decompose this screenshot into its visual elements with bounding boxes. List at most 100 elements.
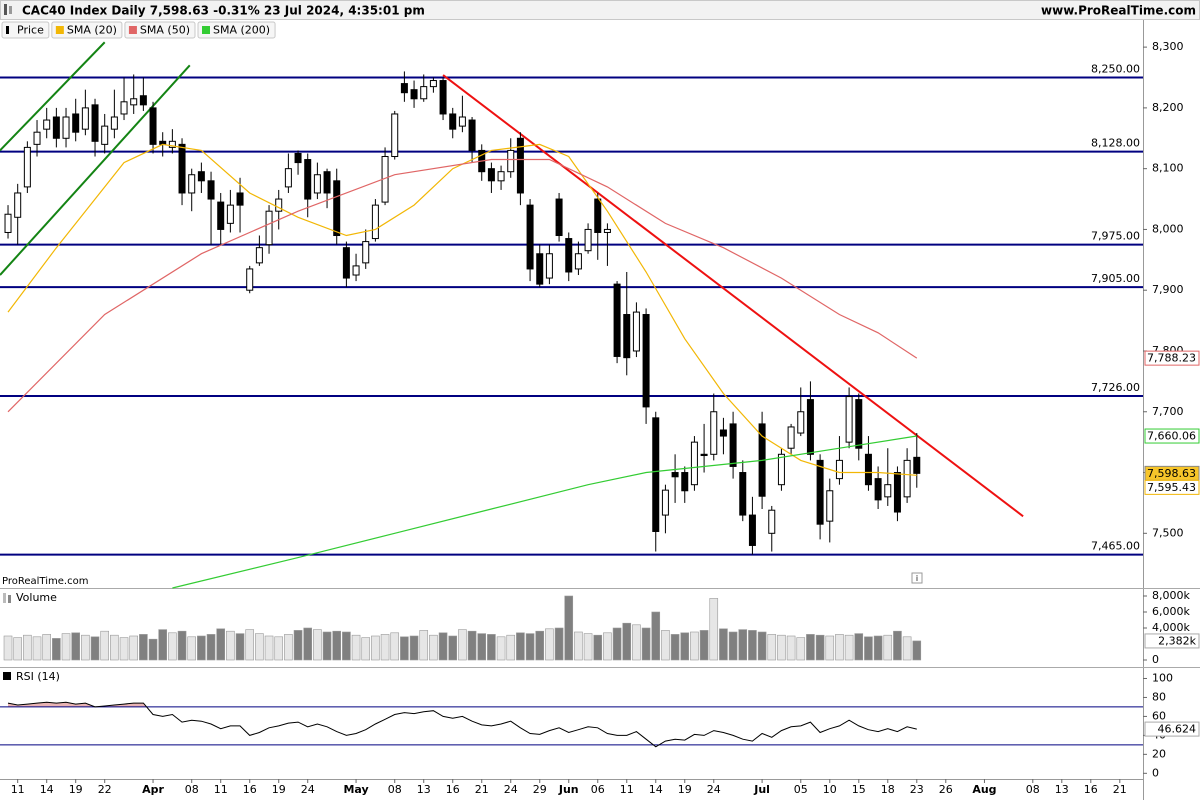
x-tick-label: 29 [533,783,547,796]
moving-average-line [7,143,917,476]
volume-bar [284,634,293,661]
candle-body [642,314,650,408]
level-label: 7,465.00 [1091,540,1140,553]
volume-bar [409,635,419,661]
candle-body [149,107,157,145]
x-tick-label: 13 [417,783,431,796]
panel-title: RSI (14) [16,670,60,683]
y-tick-label: 4,000k [1152,621,1190,634]
y-tick-label: 7,700 [1152,405,1184,418]
candle-body [449,113,457,130]
volume-bar [342,631,351,661]
volume-bar [777,634,786,661]
volume-bar [496,636,506,661]
volume-bar [226,630,235,661]
x-tick-label: 24 [504,783,518,796]
volume-bar [255,633,264,661]
volume-bar [699,630,709,661]
volume-bar [893,630,902,661]
candle-body [284,168,292,188]
candle-body [294,152,302,164]
candle-body [565,238,573,273]
volume-bar [458,629,467,661]
volume-bar [854,633,864,661]
legend-item: SMA (20) [51,21,123,39]
y-tick-label: 60 [1152,709,1166,722]
candle-body [584,228,592,252]
x-tick-label: Jun [558,783,579,796]
volume-bar [390,632,400,661]
x-tick-label: 16 [243,783,257,796]
legend-box [51,21,123,39]
candle-body [178,143,186,194]
candle-body [110,116,118,130]
value-tag-label: 2,382k [1158,634,1196,647]
candle-body [826,490,834,522]
level-label: 7,905.00 [1091,272,1140,285]
x-tick-label: 08 [1026,783,1040,796]
x-tick-label: 08 [388,783,402,796]
candle-body [226,204,234,224]
candle-body [130,98,138,106]
candle-body [661,489,669,516]
volume-bar [419,630,429,661]
y-tick-label: 20 [1152,747,1166,760]
level-label: 7,975.00 [1091,230,1140,243]
y-tick-label: 8,000 [1152,222,1184,235]
candle-body [681,472,689,492]
legend-label: SMA (20) [67,24,117,37]
candle-body [497,171,505,182]
volume-bar [245,629,255,661]
candle-body [246,268,254,291]
volume-bar [110,634,119,661]
volume-bar [322,631,332,661]
volume-bar [864,636,873,661]
volume-bar [487,634,496,661]
x-tick-label: 11 [620,783,634,796]
x-tick-label: 05 [794,783,808,796]
volume-bar [690,631,699,661]
x-tick-label: 16 [1084,783,1098,796]
volume-bar [158,629,168,661]
volume-bar [467,630,477,661]
candle-body [748,514,756,546]
volume-bar [32,636,42,661]
candle-body [603,228,611,233]
value-tag [1144,633,1200,649]
volume-bar [303,627,313,661]
candle-body [719,429,727,437]
value-tag [1144,479,1200,495]
legend-label: Price [17,24,44,37]
volume-bar [52,638,61,661]
x-tick-label: 21 [475,783,489,796]
candle-body [323,171,331,194]
candle-body [700,453,708,457]
header-icon [4,4,12,15]
legend-label: SMA (50) [140,24,190,37]
volume-bar [235,633,245,661]
x-tick-label: Jul [753,783,770,796]
candle-body [613,283,621,357]
volume-bar [583,633,593,661]
x-tick-label: 11 [11,783,25,796]
candle-body [468,119,476,151]
x-tick-label: 14 [40,783,54,796]
volume-bar [786,635,796,661]
candle-body [101,125,109,145]
x-tick-label: 14 [649,783,663,796]
volume-bar [825,635,835,661]
moving-average-line [7,158,918,413]
volume-bar [477,633,487,661]
candle-body [43,119,51,130]
volume-bar [187,636,197,661]
volume-bar [612,627,622,661]
candle-body [410,89,418,100]
volume-bar [23,634,32,661]
candle-body [313,174,321,194]
level-label: 8,128.00 [1091,137,1140,150]
candle-body [777,453,785,486]
y-tick-label: 8,000k [1152,589,1190,602]
x-tick-label: 11 [214,783,228,796]
volume-bar [757,631,767,661]
